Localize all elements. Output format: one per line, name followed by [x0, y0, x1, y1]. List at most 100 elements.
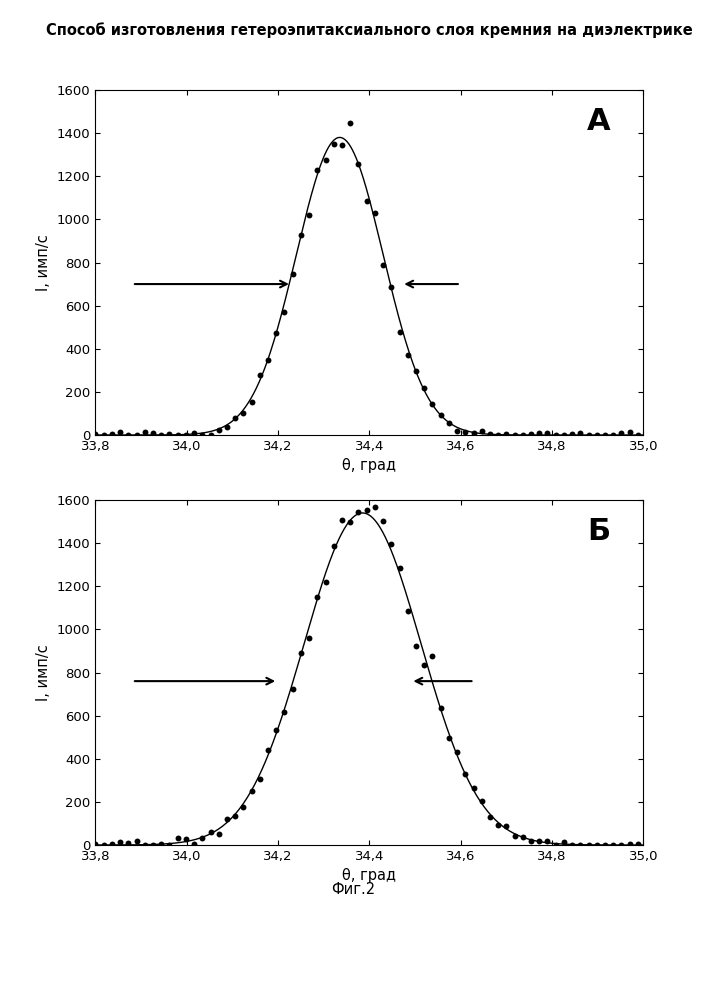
Point: [115, 424, 126, 440]
Point: [534, 425, 545, 441]
Point: [262, 352, 274, 368]
Point: [600, 837, 611, 853]
Point: [287, 681, 298, 697]
Point: [255, 771, 266, 787]
Point: [213, 826, 224, 842]
Text: Способ изготовления гетероэпитаксиального слоя кремния на диэлектрике: Способ изготовления гетероэпитаксиальног…: [46, 22, 693, 38]
Point: [559, 834, 570, 850]
Point: [583, 427, 595, 443]
Point: [246, 783, 257, 799]
Point: [98, 837, 110, 853]
Point: [172, 830, 183, 846]
Point: [591, 427, 602, 443]
Point: [106, 426, 117, 442]
Point: [180, 831, 192, 847]
Point: [98, 427, 110, 443]
Point: [189, 425, 200, 441]
Point: [542, 425, 553, 441]
Point: [122, 427, 134, 443]
Point: [566, 426, 578, 442]
Point: [337, 512, 348, 528]
Point: [559, 427, 570, 443]
Point: [156, 427, 167, 443]
Point: [501, 426, 512, 442]
Point: [493, 817, 504, 833]
Point: [378, 257, 389, 273]
Point: [106, 836, 117, 852]
Point: [624, 424, 636, 440]
Point: [296, 645, 307, 661]
Point: [641, 837, 652, 853]
Point: [122, 835, 134, 851]
Point: [443, 730, 455, 746]
Point: [476, 793, 487, 809]
Y-axis label: I, имп/с: I, имп/с: [36, 644, 52, 701]
Point: [320, 152, 332, 168]
Point: [641, 425, 652, 441]
Point: [296, 227, 307, 243]
Point: [616, 837, 627, 853]
Point: [394, 560, 405, 576]
Point: [493, 427, 504, 443]
Point: [279, 704, 290, 720]
X-axis label: θ, град: θ, град: [342, 458, 397, 473]
Point: [164, 426, 175, 442]
Point: [632, 427, 643, 443]
Point: [246, 394, 257, 410]
Point: [419, 380, 430, 396]
Text: Б: Б: [588, 517, 611, 546]
Point: [484, 426, 496, 442]
Point: [303, 207, 315, 223]
Point: [238, 799, 249, 815]
Point: [139, 837, 151, 853]
Point: [328, 538, 339, 554]
Point: [172, 427, 183, 443]
Point: [131, 427, 142, 443]
Point: [402, 347, 414, 363]
Point: [410, 363, 421, 379]
Point: [550, 427, 561, 443]
Point: [369, 499, 380, 515]
Point: [221, 811, 233, 827]
Point: [583, 837, 595, 853]
Point: [344, 115, 356, 131]
Point: [566, 837, 578, 853]
Point: [525, 833, 537, 849]
Point: [361, 193, 373, 209]
Point: [180, 427, 192, 443]
Point: [197, 830, 208, 846]
Point: [591, 837, 602, 853]
Point: [287, 266, 298, 282]
Point: [452, 744, 463, 760]
Point: [402, 603, 414, 619]
Point: [607, 837, 619, 853]
Point: [131, 833, 142, 849]
Point: [271, 325, 282, 341]
Point: [632, 836, 643, 852]
Point: [435, 407, 446, 423]
Point: [197, 427, 208, 443]
Text: А: А: [587, 107, 611, 136]
Point: [575, 837, 586, 853]
Point: [90, 426, 101, 442]
Point: [115, 834, 126, 850]
Point: [337, 137, 348, 153]
Point: [361, 502, 373, 518]
Point: [509, 828, 520, 844]
Point: [147, 837, 158, 853]
Point: [394, 324, 405, 340]
Point: [164, 837, 175, 853]
Point: [435, 700, 446, 716]
Point: [238, 405, 249, 421]
Point: [189, 836, 200, 852]
Point: [518, 427, 529, 443]
Point: [410, 638, 421, 654]
Point: [460, 766, 471, 782]
Point: [443, 415, 455, 431]
Point: [525, 426, 537, 442]
Point: [460, 424, 471, 440]
Point: [320, 574, 332, 590]
Text: Фиг.2: Фиг.2: [332, 882, 375, 897]
Point: [427, 648, 438, 664]
Point: [328, 136, 339, 152]
